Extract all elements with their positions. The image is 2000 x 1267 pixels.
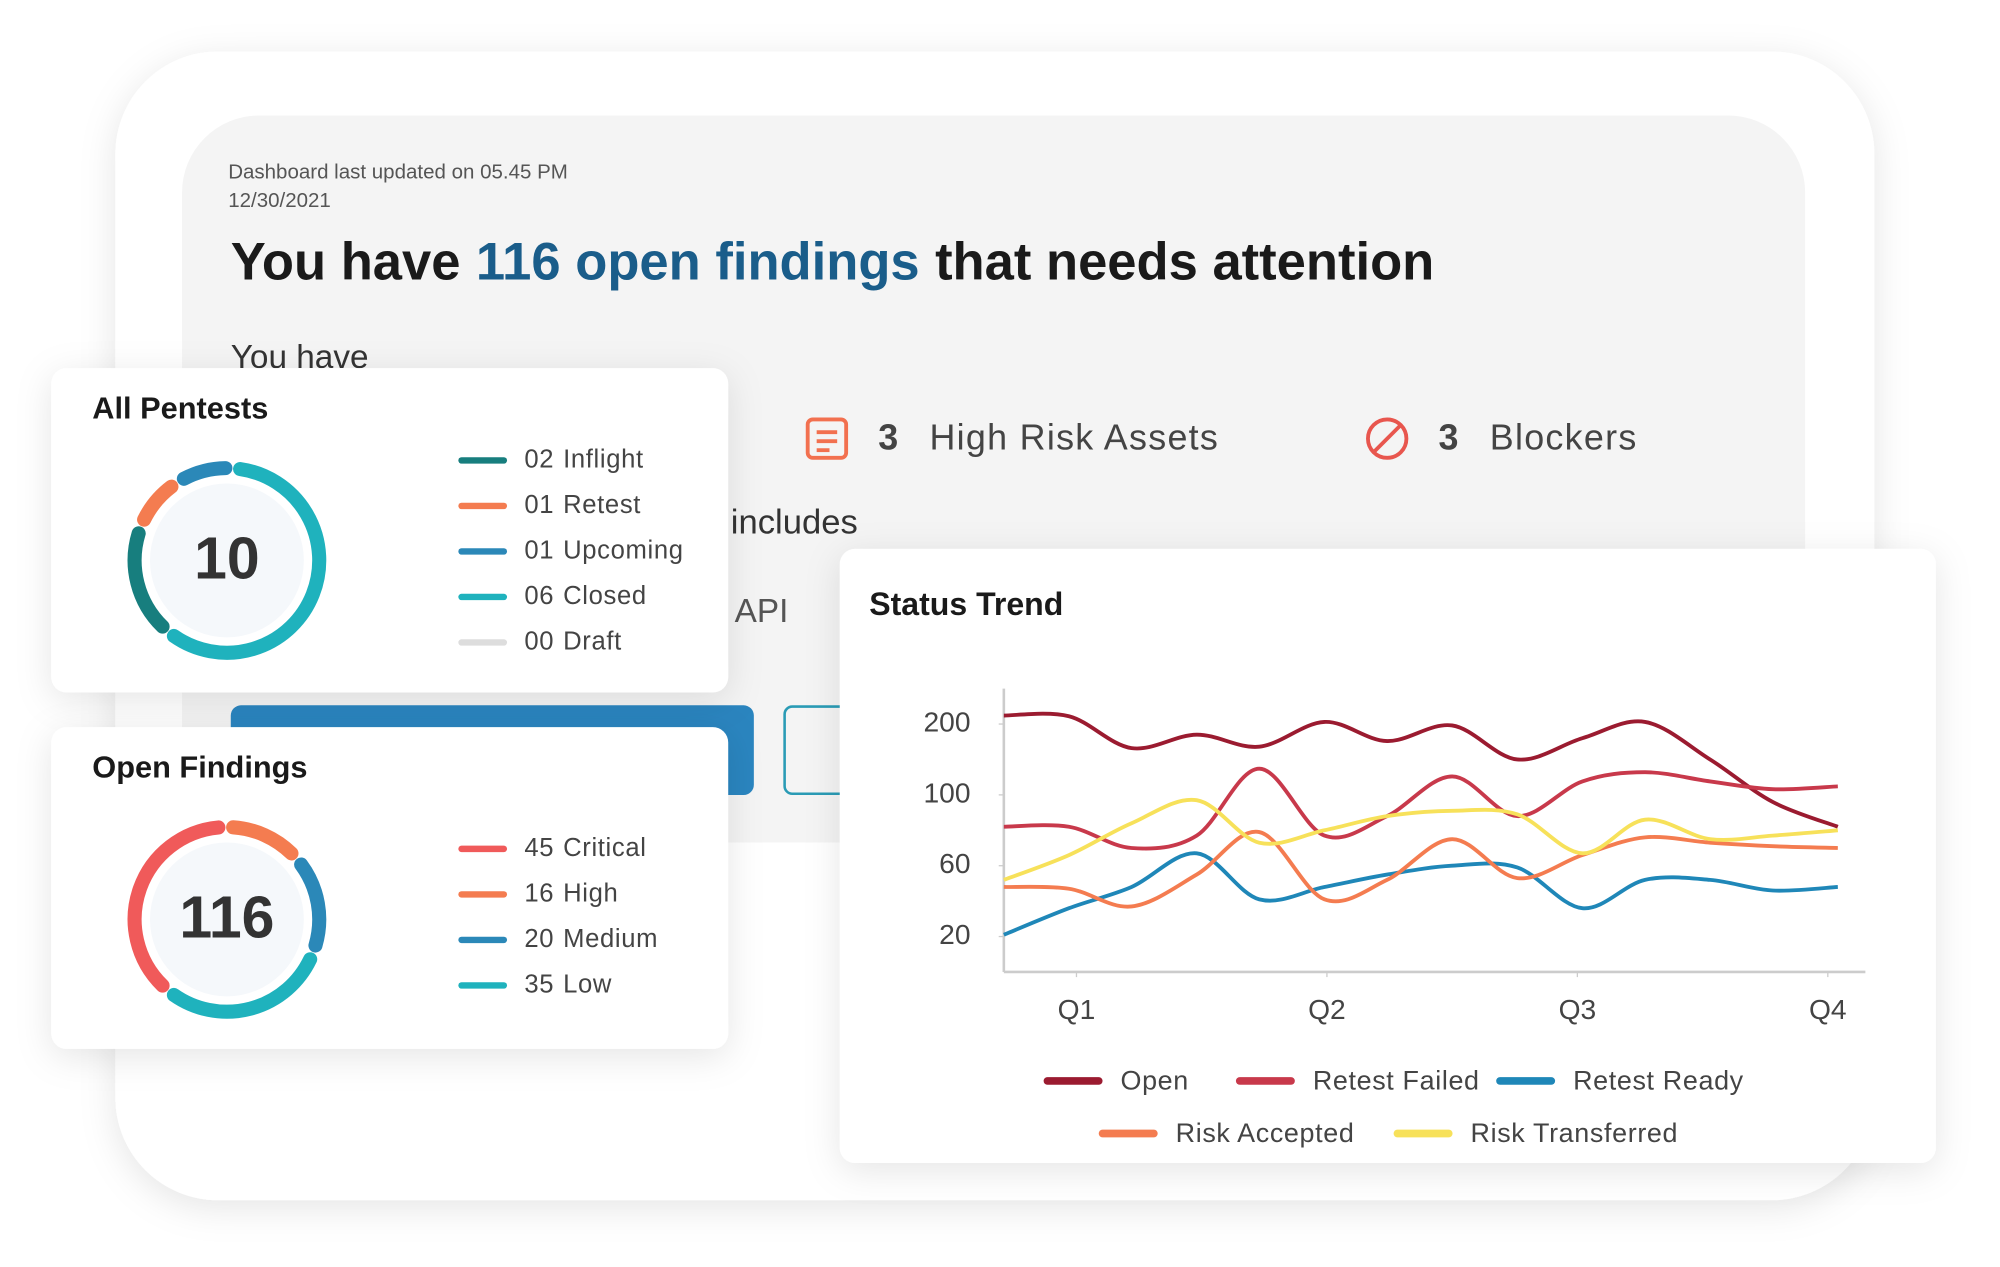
donut-segment — [166, 462, 327, 660]
chart-title: Status Trend — [869, 586, 1063, 622]
series-line — [1003, 711, 1839, 829]
legend-label: Risk Transferred — [1471, 1118, 1679, 1148]
legend-label: Retest Failed — [1313, 1065, 1480, 1095]
series-line — [1003, 851, 1838, 937]
donut-total: 116 — [179, 886, 274, 951]
includes-text: includes — [731, 504, 858, 542]
legend-item: 35 Low — [524, 970, 612, 998]
trend-chart: 20 60 100 200 Q1 Q2 Q3 Q4 Open Retest Failed Retes… — [923, 688, 1866, 1148]
updated-date: 12/30/2021 — [228, 189, 331, 212]
stat-count: 3 — [1438, 417, 1458, 457]
donut-segment — [294, 857, 327, 953]
stat-label: Blockers — [1490, 417, 1638, 457]
legend-item: 00 Draft — [524, 627, 622, 655]
card-title: Open Findings — [92, 750, 307, 785]
x-tick-label: Q1 — [1058, 993, 1096, 1025]
legend-name: Upcoming — [563, 536, 683, 564]
legend-count: 20 — [524, 925, 554, 953]
legend-item: 06 Closed — [524, 582, 646, 610]
series-line — [1003, 797, 1838, 882]
headline: You have 116 open findings that needs atte… — [231, 232, 1435, 291]
legend-label: Retest Ready — [1573, 1065, 1744, 1095]
legend-count: 06 — [524, 582, 554, 610]
legend-item: 01 Upcoming — [524, 536, 683, 564]
stat-count: 3 — [878, 417, 898, 457]
series-line — [1003, 766, 1838, 851]
card-title: All Pentests — [92, 391, 268, 426]
donut-segment — [127, 526, 170, 634]
legend-name: Inflight — [563, 445, 644, 473]
legend-count: 02 — [524, 445, 554, 473]
legend-name: High — [563, 879, 618, 907]
legend-name: Critical — [563, 834, 646, 862]
legend-count: 35 — [524, 970, 554, 998]
y-tick-label: 200 — [923, 705, 970, 737]
trend-card — [839, 548, 1936, 1163]
legend-label: Risk Accepted — [1176, 1118, 1355, 1148]
legend-item: 02 Inflight — [524, 445, 643, 473]
donut-segment — [127, 820, 226, 993]
headline-suffix: that needs attention — [935, 232, 1434, 291]
updated-text: Dashboard last updated on 05.45 PM — [228, 161, 568, 184]
legend-count: 01 — [524, 491, 554, 519]
headline-highlight: 116 open findings — [476, 232, 920, 291]
legend-item: 16 High — [524, 879, 618, 907]
stat-label: High Risk Assets — [929, 417, 1219, 457]
y-tick-label: 100 — [923, 776, 970, 808]
donut-segment — [176, 461, 233, 486]
donut-center — [150, 483, 304, 638]
x-tick-label: Q4 — [1809, 993, 1847, 1025]
legend-count: 45 — [524, 834, 554, 862]
x-tick-label: Q3 — [1559, 993, 1597, 1025]
headline-prefix: You have — [231, 232, 461, 291]
donut-center — [150, 842, 304, 997]
legend-count: 00 — [524, 627, 554, 655]
legend-item: 01 Retest — [524, 491, 641, 519]
blocker-icon — [1366, 417, 1409, 460]
x-tick-label: Q2 — [1308, 993, 1346, 1025]
legend-name: Low — [563, 970, 612, 998]
legend-item: 20 Medium — [524, 925, 658, 953]
legend-name: Medium — [563, 925, 658, 953]
donut-segment — [166, 952, 318, 1019]
donut-segment — [226, 820, 299, 861]
y-tick-label: 20 — [939, 918, 970, 950]
assets-icon — [805, 417, 849, 460]
legend-label: Open — [1121, 1065, 1189, 1095]
findings-donut: 45 Critical 16 High 20 Medium 35 Low 116 — [127, 820, 658, 1019]
legend-name: Retest — [563, 491, 641, 519]
legend-count: 16 — [524, 879, 554, 907]
pentests-donut: 02 Inflight 01 Retest 01 Upcoming 06 Closed 00 Dr… — [127, 445, 683, 660]
legend-name: Closed — [563, 582, 647, 610]
legend-item: 45 Critical — [524, 834, 646, 862]
series-line — [1003, 829, 1838, 909]
donut-total: 10 — [194, 527, 260, 592]
donut-segment — [137, 479, 179, 527]
legend-count: 01 — [524, 536, 554, 564]
y-tick-label: 60 — [939, 847, 970, 879]
api-text: API — [735, 593, 789, 630]
legend-name: Draft — [563, 627, 622, 655]
